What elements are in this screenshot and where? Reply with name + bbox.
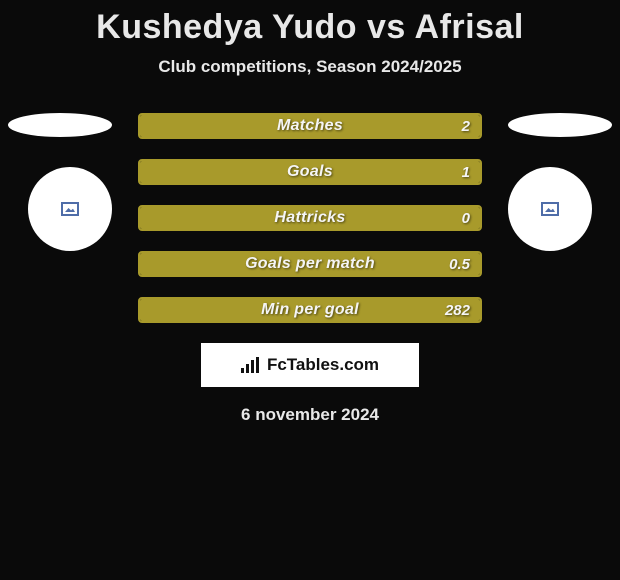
stat-bar-label: Hattricks [140,207,480,229]
stat-bar: Hattricks0 [138,205,482,231]
logo-text: FcTables.com [267,355,379,375]
fctables-logo: FcTables.com [201,343,419,387]
image-placeholder-icon [61,202,79,216]
date-label: 6 november 2024 [0,405,620,425]
stat-bar-label: Goals per match [140,253,480,275]
player-right-avatar [508,167,592,251]
stat-bar-value: 282 [445,299,470,321]
image-placeholder-icon [541,202,559,216]
page-title: Kushedya Yudo vs Afrisal [0,0,620,47]
stat-bar-value: 0 [462,207,470,229]
stat-bar-value: 2 [462,115,470,137]
bar-chart-icon [241,357,261,373]
stat-bar: Matches2 [138,113,482,139]
player-right-oval [508,113,612,137]
player-left-avatar [28,167,112,251]
stat-bar-label: Goals [140,161,480,183]
player-left-oval [8,113,112,137]
comparison-panel: Matches2Goals1Hattricks0Goals per match0… [0,113,620,425]
stat-bar: Goals1 [138,159,482,185]
stat-bar: Min per goal282 [138,297,482,323]
stat-bar-label: Matches [140,115,480,137]
stats-bars: Matches2Goals1Hattricks0Goals per match0… [138,113,482,323]
stat-bar: Goals per match0.5 [138,251,482,277]
stat-bar-value: 1 [462,161,470,183]
stat-bar-label: Min per goal [140,299,480,321]
stat-bar-value: 0.5 [449,253,470,275]
subtitle: Club competitions, Season 2024/2025 [0,57,620,77]
